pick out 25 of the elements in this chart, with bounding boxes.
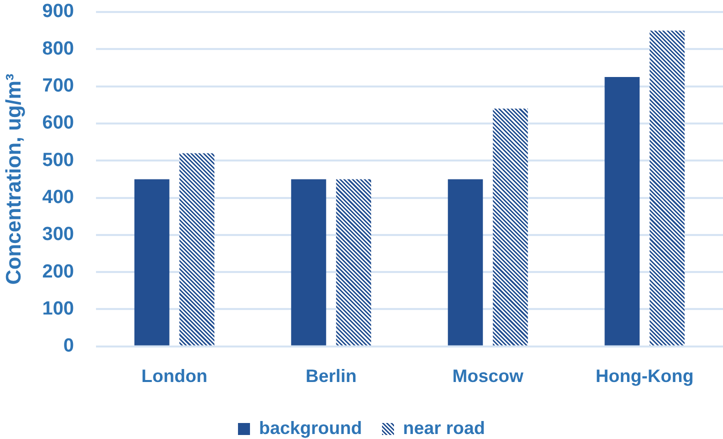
bar xyxy=(492,108,528,346)
x-tick-label: Berlin xyxy=(306,366,357,386)
bar xyxy=(179,153,214,346)
y-tick-label: 700 xyxy=(42,76,74,97)
y-tick-label: 900 xyxy=(42,1,74,22)
y-tick-label: 200 xyxy=(42,261,74,282)
x-tick-label: Moscow xyxy=(452,366,524,386)
y-tick-label: 300 xyxy=(42,224,74,246)
y-axis-title: Concentration, ug/m³ xyxy=(2,74,26,285)
x-tick-label: London xyxy=(141,366,208,386)
bar xyxy=(604,77,640,346)
y-tick-label: 600 xyxy=(42,112,74,134)
x-tick-label: Hong-Kong xyxy=(596,366,694,386)
y-tick-label: 0 xyxy=(63,336,74,357)
bar xyxy=(448,179,483,346)
y-tick-label: 400 xyxy=(42,187,74,208)
bar xyxy=(336,179,372,346)
bar xyxy=(650,30,685,346)
y-tick-label: 800 xyxy=(42,38,74,60)
legend-label: background xyxy=(258,418,362,438)
y-tick-label: 500 xyxy=(42,150,74,171)
y-tick-label: 100 xyxy=(42,298,74,320)
bar xyxy=(291,179,326,346)
bar xyxy=(134,179,170,346)
legend-label: near road xyxy=(402,418,486,438)
